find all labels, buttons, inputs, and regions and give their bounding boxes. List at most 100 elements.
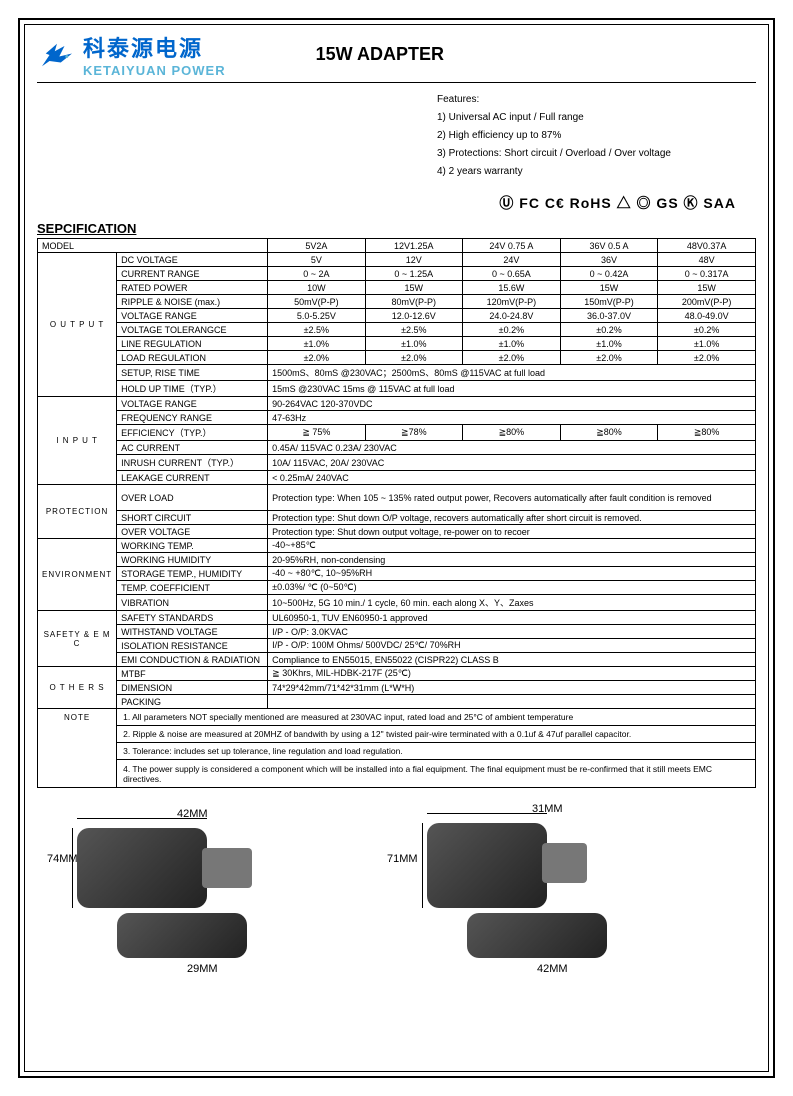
cell: ±2.0% [560,351,658,365]
cell: Compliance to EN55015, EN55022 (CISPR22)… [268,653,756,667]
row-dc-voltage: O U T P U T DC VOLTAGE 5V12V24V36V48V [38,253,756,267]
header: 科泰源电源 KETAIYUAN POWER 15W ADAPTER [37,31,756,83]
row-work-temp: ENVIRONMENTWORKING TEMP.-40~+85℃ [38,539,756,553]
cell: 74*29*42mm/71*42*31mm (L*W*H) [268,681,756,695]
cell: 47-63Hz [268,411,756,425]
label: ISOLATION RESISTANCE [117,639,268,653]
cell: ≧78% [365,425,463,441]
label: VOLTAGE TOLERANGCE [117,323,268,337]
row-leakage: LEAKAGE CURRENT< 0.25mA/ 240VAC [38,471,756,485]
row-note-3: 3. Tolerance: includes set up tolerance,… [38,743,756,760]
cell: I/P - O/P: 100M Ohms/ 500VDC/ 25℃/ 70%RH [268,639,756,653]
cell: 15W [560,281,658,295]
feature-4: 4) 2 years warranty [437,163,756,181]
cell: ±2.0% [365,351,463,365]
row-vibration: VIBRATION10~500Hz, 5G 10 min./ 1 cycle, … [38,595,756,611]
row-load-reg: LOAD REGULATION±2.0%±2.0%±2.0%±2.0%±2.0% [38,351,756,365]
cell: 48V [658,253,756,267]
dim-29mm: 29MM [187,963,218,975]
cell: 5.0-5.25V [268,309,365,323]
protection-section: PROTECTION [38,485,117,539]
cell: 0 ~ 0.42A [560,267,658,281]
row-ripple: RIPPLE & NOISE (max.)50mV(P-P)80mV(P-P)1… [38,295,756,309]
cell: ±1.0% [463,337,561,351]
cell: I/P - O/P: 3.0KVAC [268,625,756,639]
row-rated-power: RATED POWER10W15W15.6W15W15W [38,281,756,295]
cell: 20-95%RH, non-condensing [268,553,756,567]
row-storage: STORAGE TEMP., HUMIDITY-40 ~ +80℃, 10~95… [38,567,756,581]
adapter-plug [542,843,587,883]
cell: ±2.5% [365,323,463,337]
model-3: 24V 0.75 A [463,239,561,253]
spec-table: MODEL 5V2A 12V1.25A 24V 0.75 A 36V 0.5 A… [37,238,756,788]
adapter-images: 42MM 74MM 29MM 31MM 71MM 42MM [37,798,756,978]
row-note-2: 2. Ripple & noise are measured at 20MHZ … [38,726,756,743]
cell: 12.0-12.6V [365,309,463,323]
logo-text: 科泰源电源 KETAIYUAN POWER [83,31,226,78]
note-section: NOTE [38,709,117,788]
row-withstand: WITHSTAND VOLTAGEI/P - O/P: 3.0KVAC [38,625,756,639]
cell: 80mV(P-P) [365,295,463,309]
cell: ≧80% [658,425,756,441]
cell: 0 ~ 0.65A [463,267,561,281]
adapter-shape [77,828,207,908]
cell: Protection type: When 105 ~ 135% rated o… [268,485,756,511]
cell: 12V [365,253,463,267]
cell: ±1.0% [365,337,463,351]
adapter-plug [202,848,252,888]
cell: < 0.25mA/ 240VAC [268,471,756,485]
row-temp-coef: TEMP. COEFFICIENT±0.03%/ ℃ (0~50℃) [38,581,756,595]
adapter-image-2: 31MM 71MM 42MM [387,798,687,978]
label: WORKING HUMIDITY [117,553,268,567]
dim-71mm: 71MM [387,853,418,865]
cell: 200mV(P-P) [658,295,756,309]
adapter-image-1: 42MM 74MM 29MM [47,798,347,978]
cell: ±0.03%/ ℃ (0~50℃) [268,581,756,595]
feature-3: 3) Protections: Short circuit / Overload… [437,145,756,163]
cell: 10W [268,281,365,295]
cell [268,695,756,709]
label: LEAKAGE CURRENT [117,471,268,485]
cell: ≧ 30Khrs, MIL-HDBK-217F (25℃) [268,667,756,681]
note-2: 2. Ripple & noise are measured at 20MHZ … [117,726,756,743]
adapter-side [467,913,607,958]
dim-line [422,823,423,908]
label: HOLD UP TIME（TYP.） [117,381,268,397]
cell: 15.6W [463,281,561,295]
row-ac-current: AC CURRENT0.45A/ 115VAC 0.23A/ 230VAC [38,441,756,455]
logo-cn: 科泰源电源 [83,31,226,63]
cell: 10A/ 115VAC, 20A/ 230VAC [268,455,756,471]
label: RATED POWER [117,281,268,295]
label: WORKING TEMP. [117,539,268,553]
model-row: MODEL 5V2A 12V1.25A 24V 0.75 A 36V 0.5 A… [38,239,756,253]
cell: 120mV(P-P) [463,295,561,309]
label: MTBF [117,667,268,681]
cell: Protection type: Shut down output voltag… [268,525,756,539]
row-isolation: ISOLATION RESISTANCEI/P - O/P: 100M Ohms… [38,639,756,653]
page-frame: 科泰源电源 KETAIYUAN POWER 15W ADAPTER Featur… [18,18,775,1078]
cell: -40 ~ +80℃, 10~95%RH [268,567,756,581]
page-title: 15W ADAPTER [316,44,444,65]
row-freq: FREQUENCY RANGE47-63Hz [38,411,756,425]
label: EMI CONDUCTION & RADIATION [117,653,268,667]
row-vtol: VOLTAGE TOLERANGCE±2.5%±2.5%±0.2%±0.2%±0… [38,323,756,337]
adapter-shape [427,823,547,908]
model-5: 48V0.37A [658,239,756,253]
row-note-1: NOTE1. All parameters NOT specially ment… [38,709,756,726]
row-note-4: 4. The power supply is considered a comp… [38,760,756,788]
dim-line [77,818,207,819]
row-line-reg: LINE REGULATION±1.0%±1.0%±1.0%±1.0%±1.0% [38,337,756,351]
label: SHORT CIRCUIT [117,511,268,525]
cell: ±1.0% [268,337,365,351]
note-3: 3. Tolerance: includes set up tolerance,… [117,743,756,760]
row-emi: EMI CONDUCTION & RADIATIONCompliance to … [38,653,756,667]
cell: 24.0-24.8V [463,309,561,323]
label: SETUP, RISE TIME [117,365,268,381]
row-holdup: HOLD UP TIME（TYP.）15mS @230VAC 15ms @ 11… [38,381,756,397]
cell: 10~500Hz, 5G 10 min./ 1 cycle, 60 min. e… [268,595,756,611]
cell: ±0.2% [463,323,561,337]
safety-section: SAFETY & E M C [38,611,117,667]
row-efficiency: EFFICIENCY（TYP.）≧ 75%≧78%≧80%≧80%≧80% [38,425,756,441]
row-setup: SETUP, RISE TIME1500mS、80mS @230VAC；2500… [38,365,756,381]
cell: ±0.2% [560,323,658,337]
